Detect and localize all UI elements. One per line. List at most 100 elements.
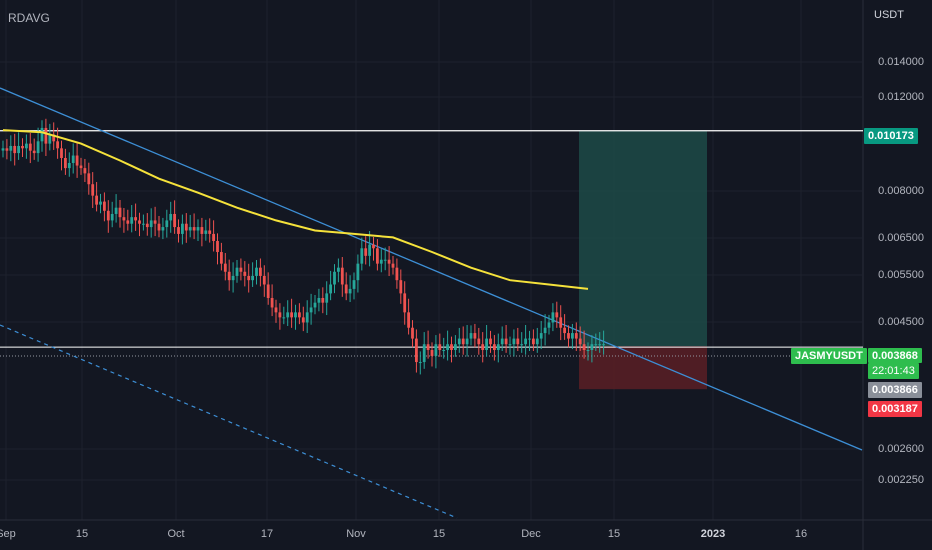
- candle-body: [177, 227, 180, 234]
- candle-body: [438, 344, 442, 351]
- candle-body: [282, 317, 286, 319]
- candle-body: [91, 184, 95, 196]
- candle-body: [13, 145, 17, 154]
- candle-body: [321, 297, 325, 303]
- candle-body: [220, 252, 223, 264]
- candle-body: [9, 145, 13, 151]
- candle-body: [469, 333, 473, 339]
- candle-body: [181, 223, 184, 234]
- candle-body: [48, 134, 52, 144]
- profit-zone: [579, 130, 707, 347]
- candle-body: [532, 338, 535, 345]
- candle-body: [543, 327, 547, 334]
- candle-body: [563, 327, 566, 334]
- candle-body: [383, 259, 387, 261]
- price-tick: 0.002250: [878, 474, 924, 486]
- candle-body: [266, 284, 270, 298]
- candle-body: [192, 227, 196, 231]
- price-tick: 0.014000: [878, 56, 924, 68]
- target-price-badge: 0.010173: [864, 128, 918, 144]
- candle-body: [539, 333, 543, 339]
- candle-body: [110, 213, 114, 221]
- candle-body: [212, 233, 215, 241]
- candle-body: [387, 259, 391, 264]
- candle-body: [28, 143, 32, 151]
- candle-body: [216, 240, 219, 253]
- current-price-badge: 0.003868: [868, 348, 922, 363]
- candle-body: [434, 344, 438, 356]
- price-tick: 0.002600: [878, 443, 924, 455]
- candle-body: [122, 217, 126, 221]
- descending-trendline: [0, 87, 863, 451]
- candle-body: [32, 150, 36, 154]
- candle-body: [418, 362, 422, 364]
- candle-body: [586, 350, 590, 352]
- date-tick: Dec: [521, 528, 541, 540]
- candle-body: [559, 317, 563, 328]
- candle-body: [313, 302, 317, 308]
- candle-body: [574, 333, 578, 339]
- candle-body: [290, 312, 293, 318]
- candle-body: [446, 344, 449, 351]
- price-tick: 0.012000: [878, 91, 924, 103]
- candle-body: [138, 220, 141, 224]
- candle-body: [430, 350, 434, 356]
- candle-body: [496, 344, 500, 351]
- date-tick: Sep: [0, 528, 16, 540]
- candle-body: [376, 248, 379, 264]
- candle-body: [356, 263, 360, 281]
- candle-body: [399, 280, 403, 294]
- candle-body: [103, 201, 106, 211]
- lower-channel-line: [0, 324, 458, 519]
- candle-body: [555, 312, 559, 318]
- countdown-badge: 22:01:43: [868, 363, 919, 379]
- candle-body: [165, 220, 169, 228]
- candle-body: [500, 338, 504, 345]
- candle-body: [227, 271, 231, 281]
- symbol-badge: JASMYUSDT: [791, 348, 867, 364]
- candle-body: [317, 297, 321, 303]
- candle-body: [75, 155, 79, 166]
- candle-body: [395, 267, 399, 281]
- date-tick: 15: [75, 528, 89, 540]
- candle-body: [173, 213, 176, 228]
- candle-body: [598, 344, 602, 346]
- candle-body: [200, 227, 204, 234]
- candle-body: [602, 344, 605, 346]
- candle-body: [582, 344, 586, 351]
- candle-body: [551, 312, 555, 323]
- candle-body: [64, 157, 67, 169]
- candle-body: [262, 275, 266, 285]
- candle-body: [450, 344, 453, 351]
- candle-body: [169, 213, 173, 221]
- candle-body: [426, 344, 430, 351]
- candle-body: [379, 259, 383, 264]
- candle-body: [298, 312, 301, 318]
- date-tick: Oct: [167, 528, 185, 540]
- candle-body: [528, 338, 531, 340]
- candle-body: [407, 312, 410, 328]
- date-tick: 15: [432, 528, 446, 540]
- candle-body: [508, 344, 512, 346]
- candle-body: [40, 127, 44, 142]
- candle-body: [130, 217, 134, 224]
- candle-body: [126, 220, 130, 224]
- candle-body: [411, 327, 414, 339]
- candle-body: [25, 143, 28, 149]
- entry-price-badge: 0.003866: [868, 382, 922, 398]
- date-tick: 15: [607, 528, 621, 540]
- candle-body: [340, 267, 344, 285]
- candle-body: [118, 207, 122, 218]
- candle-body: [391, 263, 395, 268]
- candle-body: [95, 195, 98, 205]
- candle-body: [294, 312, 297, 318]
- candle-body: [157, 223, 161, 231]
- candle-body: [286, 312, 290, 318]
- candle-body: [44, 127, 48, 144]
- candle-body: [457, 338, 461, 345]
- candle-body: [251, 275, 254, 281]
- candle-body: [415, 338, 418, 363]
- candle-body: [352, 280, 356, 289]
- candle-body: [337, 267, 340, 272]
